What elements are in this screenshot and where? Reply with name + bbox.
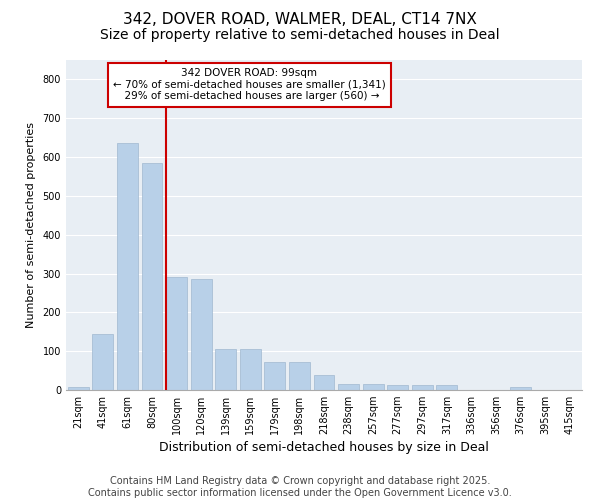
Bar (240, 349, 261, 390)
Bar (92, 334, 113, 390)
Bar (68, 387, 89, 390)
Bar (314, 375, 334, 390)
Bar (117, 144, 138, 390)
Bar (265, 362, 286, 390)
Text: 342 DOVER ROAD: 99sqm
← 70% of semi-detached houses are smaller (1,341)
  29% of: 342 DOVER ROAD: 99sqm ← 70% of semi-deta… (113, 68, 386, 102)
Text: Contains HM Land Registry data © Crown copyright and database right 2025.
Contai: Contains HM Land Registry data © Crown c… (88, 476, 512, 498)
Bar (191, 280, 212, 390)
Bar (338, 384, 359, 390)
Bar (166, 278, 187, 390)
Bar (362, 384, 383, 390)
Text: 342, DOVER ROAD, WALMER, DEAL, CT14 7NX: 342, DOVER ROAD, WALMER, DEAL, CT14 7NX (123, 12, 477, 28)
Bar (412, 386, 433, 390)
Bar (510, 388, 531, 390)
Y-axis label: Number of semi-detached properties: Number of semi-detached properties (26, 122, 35, 328)
Bar (289, 362, 310, 390)
Bar (142, 163, 163, 390)
Bar (215, 349, 236, 390)
Bar (436, 386, 457, 390)
X-axis label: Distribution of semi-detached houses by size in Deal: Distribution of semi-detached houses by … (159, 442, 489, 454)
Text: Size of property relative to semi-detached houses in Deal: Size of property relative to semi-detach… (100, 28, 500, 42)
Bar (387, 386, 408, 390)
